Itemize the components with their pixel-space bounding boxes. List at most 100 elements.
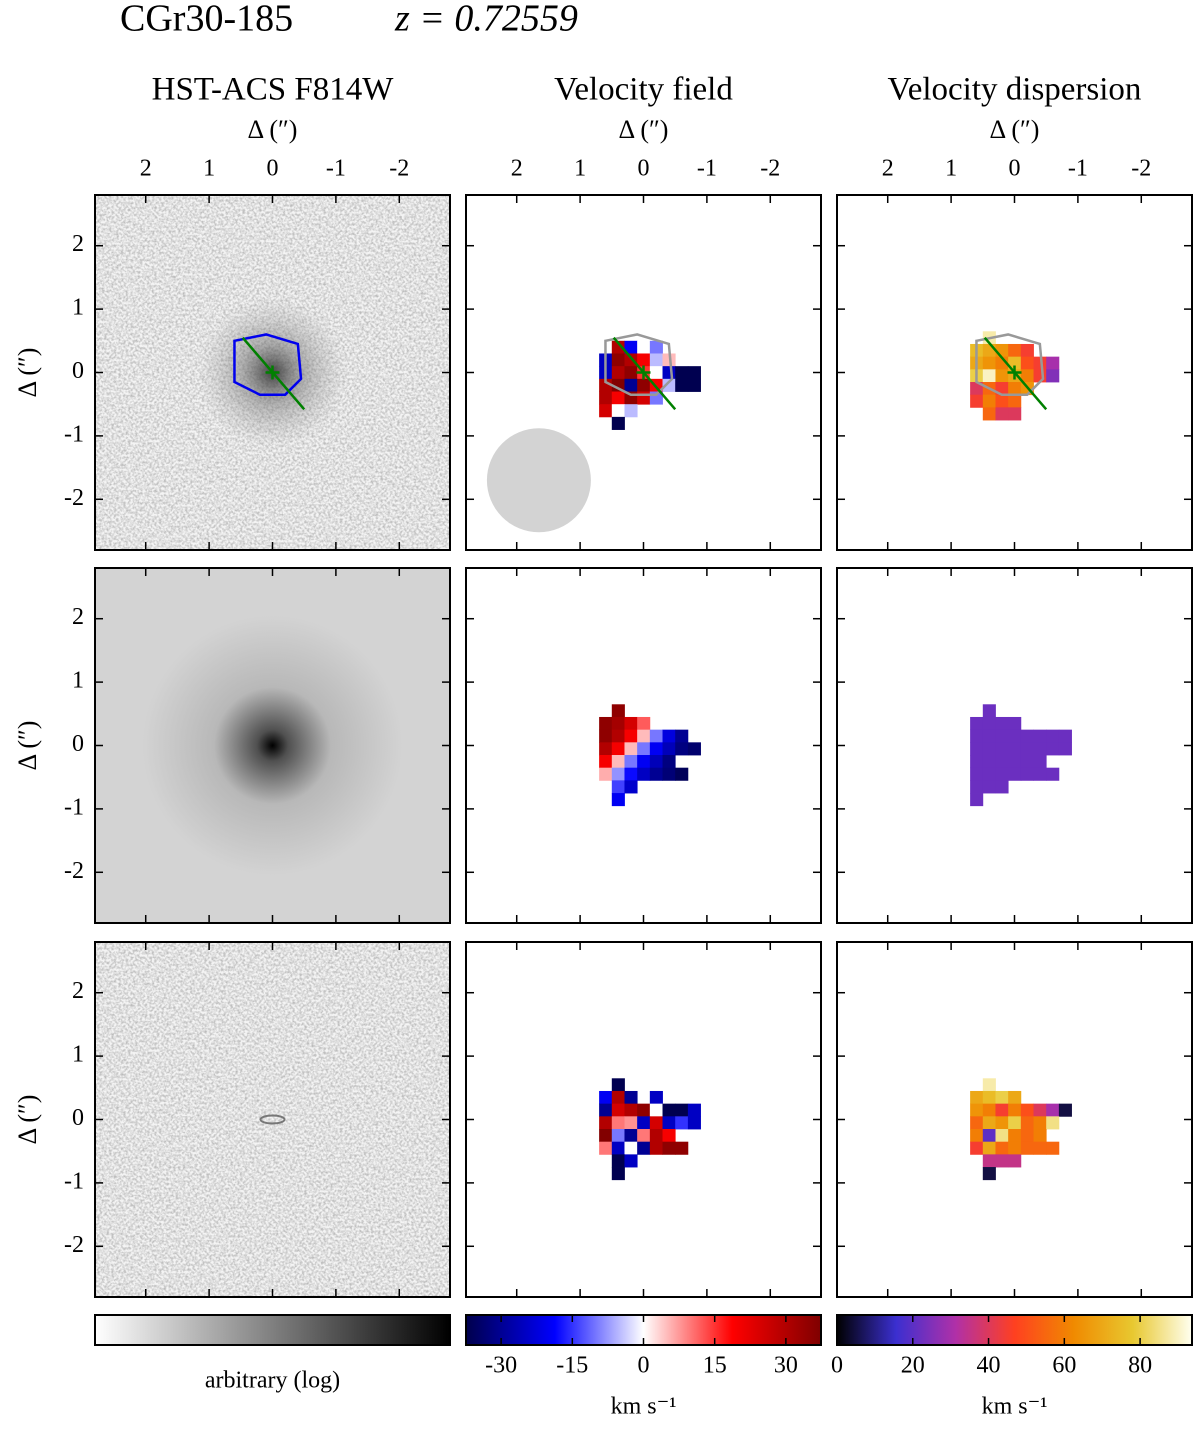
y-tick-label: 0 [72,731,84,757]
title: CGr30-185 [120,0,293,40]
map-pixel [649,729,663,743]
map-pixel [687,1116,701,1130]
map-pixel [970,729,984,743]
map-pixel [637,353,651,367]
map-pixel [1008,1116,1022,1130]
map-pixel [611,1103,625,1117]
map-pixel [1046,369,1060,383]
x-axis-label: Δ (″) [990,115,1040,144]
x-axis-label: Δ (″) [248,115,298,144]
x-tick-label: 2 [511,156,523,182]
map-pixel [599,742,613,756]
y-tick-label: 2 [72,231,84,257]
map-pixel [611,704,625,718]
map-pixel [611,755,625,769]
map-pixel [611,780,625,794]
map-pixel [982,704,996,718]
map-pixel [675,729,689,743]
map-pixel [624,404,638,418]
map-pixel [982,369,996,383]
x-tick-label: -1 [697,156,717,182]
map-pixel [982,1103,996,1117]
map-pixel [611,1141,625,1155]
map-pixel [1020,729,1034,743]
map-pixel [970,793,984,807]
map-pixel [1008,407,1022,421]
colorbar-tick-label: 20 [901,1353,925,1379]
y-tick-label: -1 [64,421,84,447]
map-pixel [995,716,1009,731]
map-pixel [611,378,625,392]
map-pixel [611,729,625,743]
map-pixel [624,742,638,756]
y-tick-label: -2 [64,485,84,511]
map-pixel [1008,1103,1022,1117]
map-pixel [611,742,625,756]
map-pixel [624,1141,638,1155]
map-pixel [599,729,613,743]
map-pixel [599,1141,613,1155]
map-pixel [1033,729,1047,743]
map-pixel [970,1116,984,1130]
map-pixel [995,1116,1009,1130]
map-pixel [599,378,613,392]
colorbar [836,1314,1193,1346]
map-pixel [982,407,996,421]
psf [486,428,591,533]
map-pixel [1020,1103,1034,1117]
map-pixel [611,1167,625,1181]
map-pixel [1008,755,1022,769]
map-pixel [649,1116,663,1130]
map-pixel [637,755,651,769]
column-title: Velocity dispersion [888,72,1142,108]
map-pixel [611,1129,625,1143]
colorbar-tick-label: 80 [1128,1353,1152,1379]
map-pixel [1046,1116,1060,1130]
x-tick-label: -2 [1131,156,1151,182]
column-title: HST-ACS F814W [152,72,395,108]
map-pixel [995,1154,1009,1168]
map-pixel [995,407,1009,421]
map-pixel [970,1141,984,1155]
map-pixel [662,353,676,367]
panel [486,333,701,533]
panel [95,195,450,550]
map-pixel [599,716,613,731]
map-pixel [982,1154,996,1168]
contour [975,333,1045,396]
colorbar-tick-label: 30 [774,1353,798,1379]
map-pixel [624,729,638,743]
map-pixel [624,780,638,794]
map-pixel [637,767,651,781]
map-pixel [982,343,996,358]
map-pixel [662,1141,676,1155]
map-pixel [1046,767,1060,781]
map-pixel [1020,1116,1034,1130]
map-pixel [662,767,676,781]
panel [970,331,1060,421]
center-star [1007,365,1022,380]
y-tick-label: -1 [64,794,84,820]
map-pixel [599,1129,613,1143]
y-axis-label: Δ (″) [13,1095,42,1145]
y-tick-label: 2 [72,978,84,1004]
x-tick-label: -2 [760,156,780,182]
map-pixel [611,416,625,430]
y-tick-label: -1 [64,1168,84,1194]
map-pixel [1020,767,1034,781]
x-tick-label: 0 [267,156,279,182]
map-pixel [982,1078,996,1092]
colorbar-tick-label: -30 [485,1353,517,1379]
map-pixel [624,755,638,769]
map-pixel [662,742,676,756]
map-pixel [995,755,1009,769]
map-pixel [1046,1103,1060,1117]
contour [604,333,674,396]
map-pixel [1020,356,1034,370]
map-pixel [1033,742,1047,756]
map-pixel [637,378,651,392]
map-pixel [982,780,996,794]
map-pixel [982,394,996,408]
map-pixel [611,1116,625,1130]
